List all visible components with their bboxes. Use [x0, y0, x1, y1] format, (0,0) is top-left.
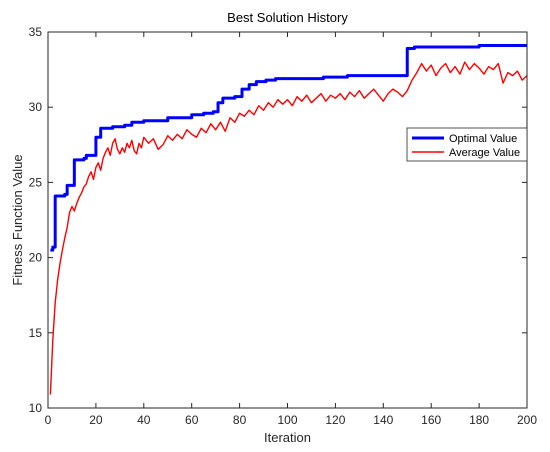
x-tick-label: 0	[45, 413, 52, 427]
x-tick-label: 80	[233, 413, 247, 427]
legend-label-optimal: Optimal Value	[449, 133, 517, 145]
plot-area	[48, 32, 527, 408]
legend-box	[406, 127, 528, 162]
x-tick-label: 140	[373, 413, 393, 427]
x-axis-label: Iteration	[264, 430, 311, 445]
y-tick-label: 15	[29, 326, 43, 340]
x-axis-ticks: 0 20 40 60 80 100 120 140 160 180 200	[45, 32, 537, 427]
legend-label-average: Average Value	[449, 147, 520, 159]
x-tick-label: 200	[517, 413, 537, 427]
plot-frame	[47, 31, 528, 409]
chart-title: Best Solution History	[227, 10, 348, 25]
x-tick-label: 60	[185, 413, 199, 427]
series-layer	[49, 44, 528, 395]
x-tick-label: 180	[469, 413, 489, 427]
x-tick-label: 160	[421, 413, 441, 427]
y-tick-label: 20	[29, 251, 43, 265]
legend: Optimal Value Average Value	[406, 127, 528, 162]
y-tick-label: 30	[29, 100, 43, 114]
y-tick-label: 35	[29, 25, 43, 39]
series-line-average-value	[49, 61, 528, 395]
x-tick-label: 20	[89, 413, 103, 427]
y-tick-label: 25	[29, 175, 43, 189]
series-line-optimal-value	[50, 44, 527, 252]
y-axis-label: Fitness Function Value	[10, 154, 25, 285]
x-tick-label: 40	[137, 413, 151, 427]
y-axis-ticks: 10 15 20 25 30 35	[29, 25, 527, 415]
x-tick-label: 100	[277, 413, 297, 427]
x-tick-label: 120	[325, 413, 345, 427]
y-tick-label: 10	[29, 401, 43, 415]
